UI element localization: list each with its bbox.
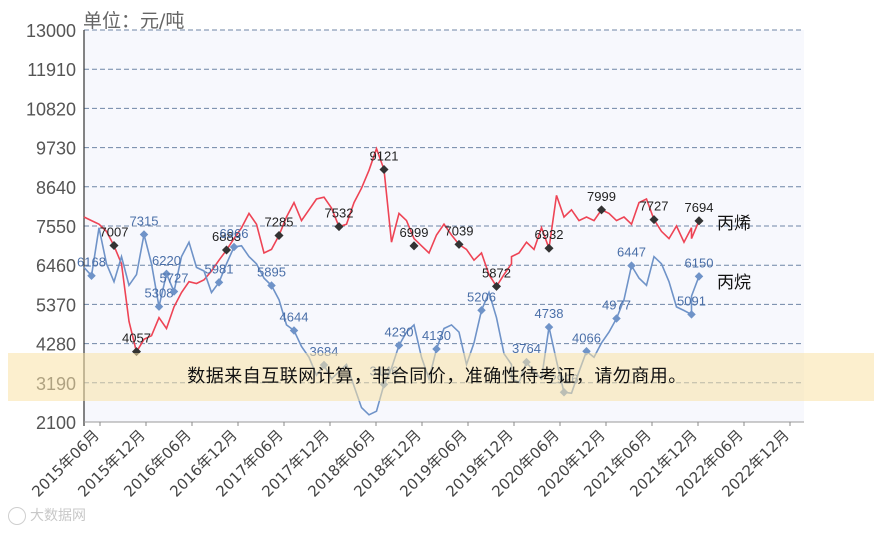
data-point-marker (169, 287, 179, 296)
data-point-marker (694, 272, 704, 281)
data-label: 5206 (467, 289, 496, 304)
data-label: 7999 (587, 189, 616, 204)
data-label: 7285 (265, 215, 294, 230)
notice-band (8, 353, 874, 401)
unit-label: 单位：元/吨 (83, 10, 185, 32)
watermark-logo-icon (8, 507, 26, 525)
data-label: 6447 (617, 245, 646, 260)
y-tick-label: 4280 (36, 335, 76, 355)
data-point-marker (109, 241, 119, 251)
data-point-marker (544, 322, 554, 332)
data-label: 6220 (152, 253, 181, 268)
data-point-marker (394, 341, 404, 350)
data-label: 3764 (512, 341, 541, 356)
data-point-marker (139, 230, 149, 239)
data-label: 4738 (535, 306, 564, 321)
data-label: 7007 (100, 225, 129, 240)
data-label: 5091 (677, 293, 706, 308)
data-label: 5727 (160, 271, 189, 286)
y-tick-label: 6460 (36, 256, 76, 276)
data-label: 6999 (400, 225, 429, 240)
y-tick-label: 7550 (36, 217, 76, 237)
data-point-marker (154, 302, 164, 311)
y-tick-label: 5370 (36, 295, 76, 315)
series-name-label: 丙烷 (717, 273, 751, 293)
data-point-marker (477, 306, 486, 315)
data-label: 6150 (685, 255, 714, 270)
data-label: 5308 (145, 286, 174, 301)
y-tick-label: 2100 (36, 413, 76, 433)
data-label: 4977 (602, 298, 631, 313)
data-label: 6883 (212, 229, 241, 244)
data-label: 4230 (385, 324, 414, 339)
data-label: 6932 (535, 227, 564, 242)
data-point-marker (162, 269, 171, 279)
data-label: 6966 (220, 226, 249, 241)
y-tick-label: 10820 (26, 99, 76, 119)
data-label: 7315 (130, 213, 159, 228)
y-tick-label: 11910 (27, 60, 76, 80)
data-label: 6168 (77, 255, 106, 270)
data-label: 5895 (257, 265, 286, 280)
data-point-marker (221, 245, 232, 255)
notice-text: 数据来自互联网计算，非合同价，准确性待考证，请勿商用。 (187, 366, 687, 387)
data-label: 9121 (370, 149, 399, 164)
data-label: 7727 (640, 199, 669, 214)
watermark: 大数据网 (8, 505, 86, 525)
data-label: 5872 (482, 265, 511, 280)
data-label: 7532 (325, 206, 354, 221)
y-tick-label: 8640 (36, 178, 76, 198)
data-point-marker (289, 326, 299, 335)
y-tick-label: 9730 (36, 139, 76, 159)
data-label: 4644 (280, 310, 309, 325)
data-label: 4057 (122, 331, 151, 346)
data-label: 7039 (445, 223, 474, 238)
data-point-marker (87, 271, 96, 280)
series-name-label: 丙烯 (717, 214, 751, 234)
data-label: 4130 (422, 328, 451, 343)
data-point-marker (432, 344, 441, 354)
watermark-text: 大数据网 (30, 508, 86, 524)
data-label: 7694 (685, 200, 714, 215)
data-point-marker (229, 242, 239, 252)
data-point-marker (267, 281, 276, 290)
data-point-marker (214, 278, 224, 287)
data-point-marker (612, 314, 621, 323)
data-label: 5981 (205, 261, 234, 276)
data-point-marker (627, 261, 636, 270)
data-point-marker (687, 310, 696, 319)
y-tick-label: 13000 (26, 21, 76, 41)
data-label: 4066 (572, 330, 601, 345)
